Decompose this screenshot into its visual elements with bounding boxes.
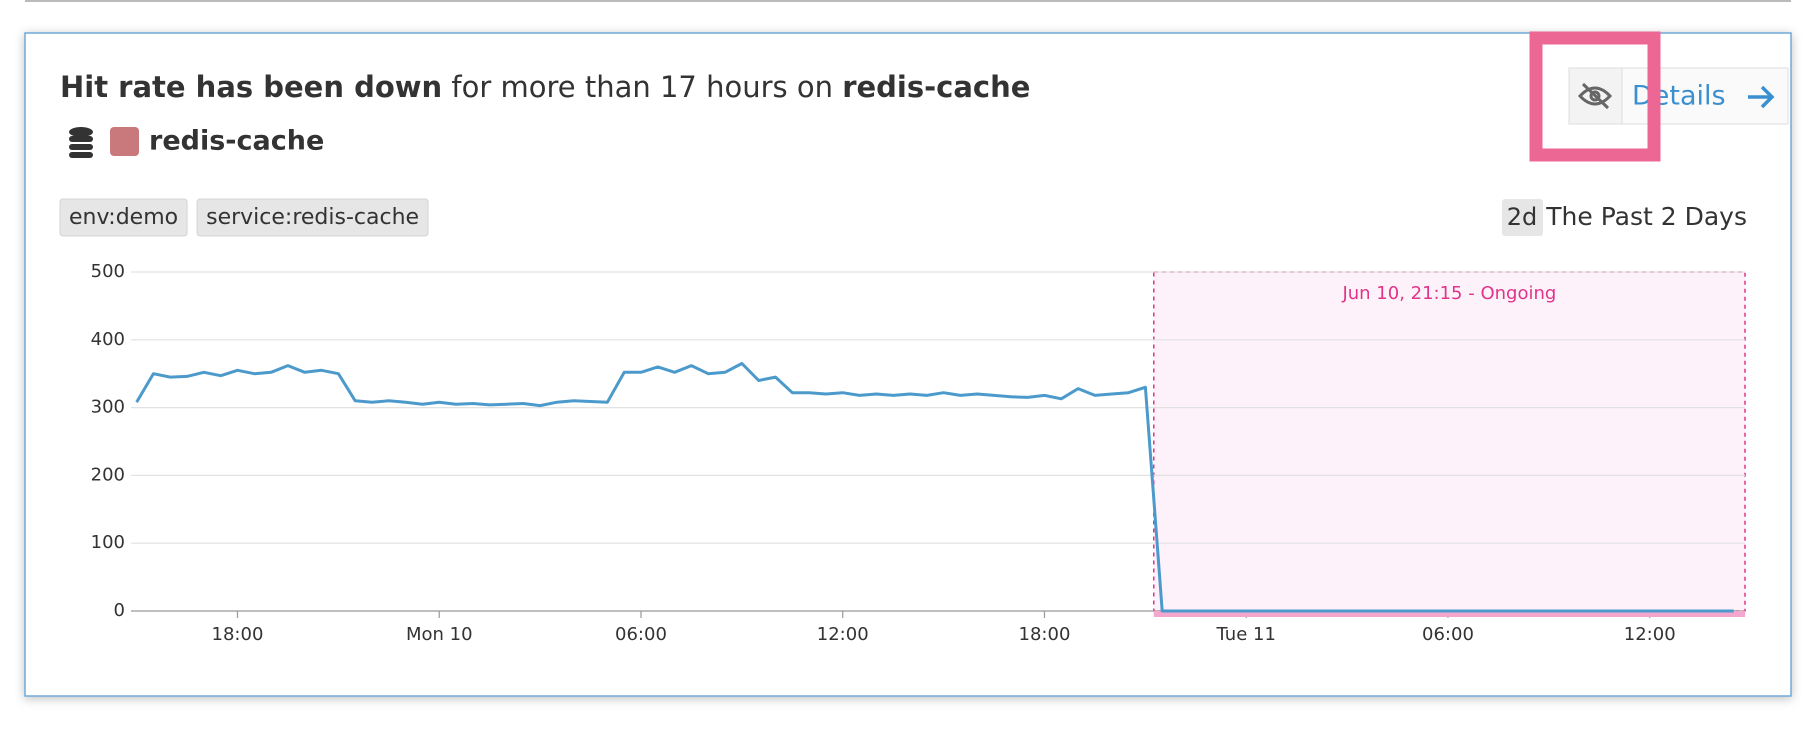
- x-tick-label: 06:00: [1422, 624, 1474, 645]
- x-tick-label: 12:00: [1624, 624, 1676, 645]
- alert-title: Hit rate has been down for more than 17 …: [60, 70, 1030, 104]
- x-tick-label: 12:00: [817, 624, 869, 645]
- details-label: Details: [1632, 81, 1726, 112]
- alert-bar: [1153, 611, 1745, 617]
- x-tick-label: 18:00: [212, 624, 264, 645]
- tag[interactable]: service:redis-cache: [206, 205, 419, 230]
- y-tick-label: 100: [91, 532, 125, 553]
- x-tick-label: 18:00: [1019, 624, 1071, 645]
- y-tick-label: 0: [114, 600, 125, 621]
- entity-color: [110, 127, 139, 156]
- alert-annotation: Jun 10, 21:15 - Ongoing: [1341, 283, 1556, 304]
- timeframe-label[interactable]: The Past 2 Days: [1545, 202, 1747, 231]
- database-icon: [69, 127, 93, 158]
- y-tick-label: 300: [91, 397, 125, 418]
- entity-name[interactable]: redis-cache: [149, 126, 324, 157]
- alert-region: [1153, 271, 1746, 612]
- y-tick-label: 500: [91, 261, 125, 282]
- y-tick-label: 200: [91, 464, 125, 485]
- tag[interactable]: env:demo: [69, 205, 178, 230]
- eye-slash-icon: [1577, 82, 1613, 110]
- title-bold: Hit rate has been down: [60, 70, 442, 104]
- timeframe-badge[interactable]: 2d: [1507, 203, 1538, 231]
- title-middle: for more than 17 hours on: [442, 70, 842, 104]
- tag-bg: [196, 198, 429, 237]
- hit-rate-line: [135, 362, 1734, 613]
- timeframe-badge-bg: [1502, 199, 1543, 236]
- tag-bg: [59, 198, 188, 237]
- x-tick-label: 06:00: [615, 624, 667, 645]
- arrow-icon: [1748, 85, 1775, 109]
- y-tick-label: 400: [91, 329, 125, 350]
- highlight-box: [1529, 31, 1661, 162]
- x-tick-label: Mon 10: [406, 624, 473, 645]
- x-tick-label: Tue 11: [1216, 624, 1276, 645]
- title-entity: redis-cache: [842, 70, 1030, 104]
